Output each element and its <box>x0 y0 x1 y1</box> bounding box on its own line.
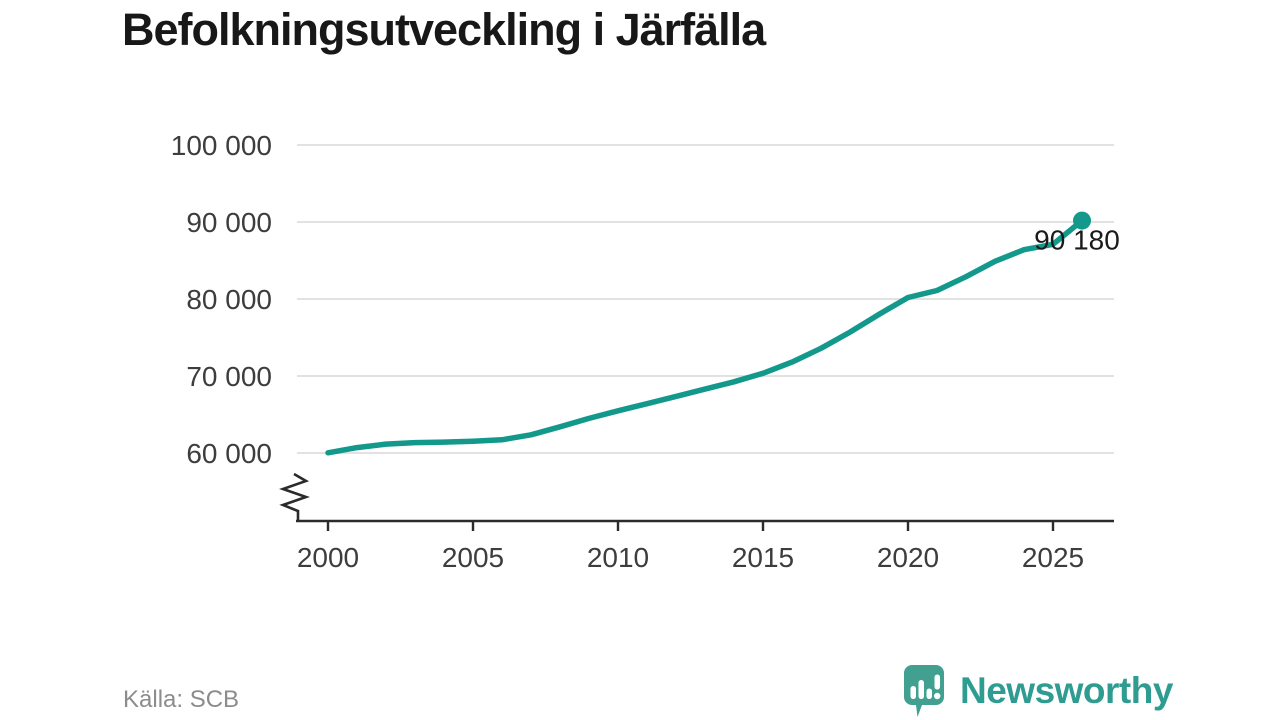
population-line <box>325 217 1085 456</box>
x-axis-tick-label: 2015 <box>732 542 794 573</box>
bar-icon <box>918 680 924 699</box>
chart-title: Befolkningsutveckling i Järfälla <box>122 4 766 55</box>
y-axis-tick-label: 90 000 <box>186 207 272 238</box>
newsworthy-logo: Newsworthy <box>897 662 1173 719</box>
latest-point-dot <box>1073 211 1091 230</box>
x-axis-tick-label: 2000 <box>297 542 359 573</box>
newsworthy-logo-icon <box>904 665 944 717</box>
y-axis-tick-label: 70 000 <box>186 361 272 392</box>
x-axis-tick-label: 2010 <box>587 542 649 573</box>
x-axis-tick-label: 2005 <box>442 542 504 573</box>
newsworthy-wordmark: Newsworthy <box>960 670 1173 711</box>
exclamation-dot-icon <box>934 692 941 700</box>
y-axis-break-icon <box>279 472 310 521</box>
y-axis-tick-label: 100 000 <box>171 130 272 161</box>
y-axis-tick-label: 80 000 <box>186 284 272 315</box>
bar-icon <box>910 686 916 699</box>
exclamation-icon <box>934 674 940 690</box>
bar-icon <box>926 688 932 699</box>
x-axis-tick-label: 2020 <box>877 542 939 573</box>
x-axis-tick-label: 2025 <box>1022 542 1084 573</box>
latest-value-label: 90 180 <box>1034 225 1120 256</box>
source-label: Källa: SCB <box>123 686 240 713</box>
y-axis-tick-label: 60 000 <box>186 438 272 469</box>
